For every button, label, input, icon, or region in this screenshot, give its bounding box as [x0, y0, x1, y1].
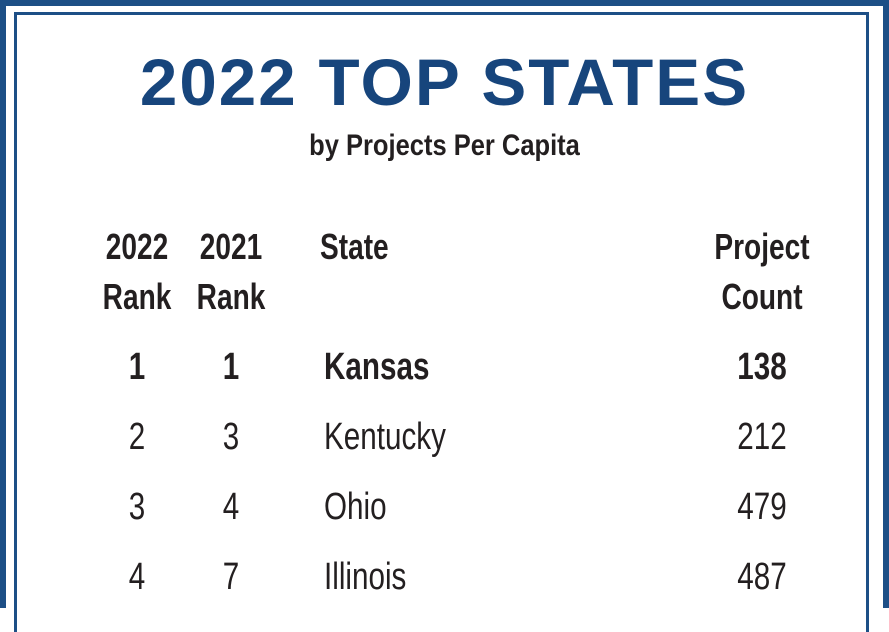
cell-project-count: 212 [737, 416, 787, 458]
inner-border [14, 12, 869, 632]
cell-project-count: 138 [737, 346, 787, 388]
header-project-count-line2: Count [721, 276, 803, 317]
chart-title: 2022 TOP STATES [139, 45, 750, 119]
cell-project-count: 479 [737, 486, 787, 528]
cell-state: Kentucky [324, 416, 446, 458]
header-project-count: Project Count [714, 222, 811, 322]
header-2022-rank-line2: Rank [102, 276, 172, 317]
cell-2022-rank: 3 [128, 486, 146, 528]
chart-subtitle: by Projects Per Capita [309, 129, 580, 162]
cell-2021-rank: 7 [222, 556, 240, 598]
cell-2021-rank: 3 [222, 416, 240, 458]
cell-2022-rank: 2 [128, 416, 146, 458]
header-project-count-line1: Project [714, 226, 810, 267]
cell-2022-rank: 1 [128, 346, 146, 388]
header-2021-rank-line2: Rank [196, 276, 266, 317]
header-2021-rank: 2021 Rank [196, 222, 266, 322]
header-2021-rank-line1: 2021 [199, 226, 263, 267]
cell-state: Ohio [324, 486, 387, 528]
header-2022-rank-line1: 2022 [105, 226, 169, 267]
cell-project-count: 487 [737, 556, 787, 598]
cell-state: Illinois [324, 556, 407, 598]
cell-2021-rank: 1 [222, 346, 240, 388]
cell-2022-rank: 4 [128, 556, 146, 598]
outer-border [0, 0, 889, 608]
header-state-line1: State [320, 226, 389, 267]
header-2022-rank: 2022 Rank [102, 222, 172, 322]
cell-2021-rank: 4 [222, 486, 240, 528]
header-state: State [320, 222, 389, 272]
cell-state: Kansas [324, 346, 430, 388]
